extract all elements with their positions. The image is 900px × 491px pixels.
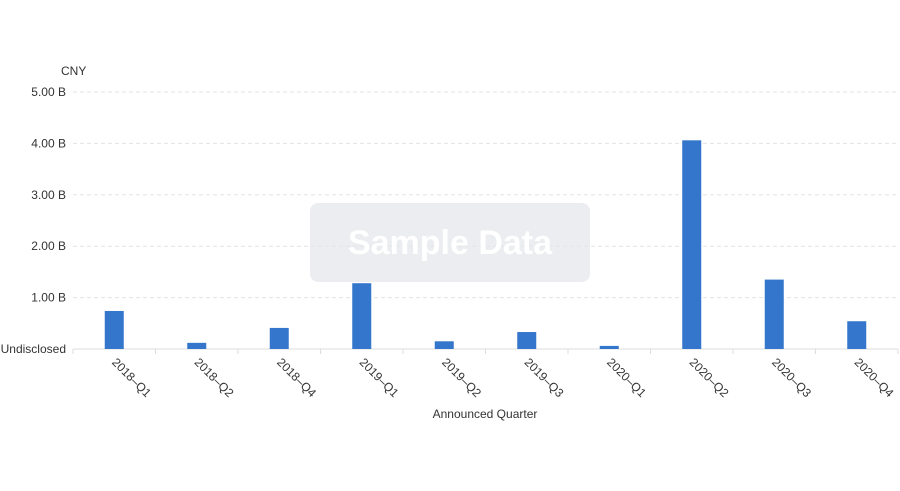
x-axis-ticks: 2018–Q1 2018–Q2 2018–Q4 2019–Q1 2019–Q2 2019–…	[73, 349, 898, 400]
x-tick-label: 2018–Q1	[109, 355, 154, 400]
y-axis-label: CNY	[61, 64, 86, 78]
y-tick-label: 5.00 B	[31, 85, 66, 99]
bar-2018–Q2[interactable]	[187, 343, 206, 349]
bar-2019–Q3[interactable]	[517, 332, 536, 349]
y-tick-label: 2.00 B	[31, 239, 66, 253]
bar-2018–Q1[interactable]	[105, 311, 124, 349]
bar-2020–Q1[interactable]	[600, 346, 619, 349]
bar-2020–Q2[interactable]	[682, 140, 701, 349]
y-tick-label: 1.00 B	[31, 291, 66, 305]
watermark: Sample Data	[310, 203, 590, 282]
x-tick-label: 2018–Q2	[192, 355, 237, 400]
y-tick-label: 3.00 B	[31, 188, 66, 202]
x-tick-label: 2020–Q4	[852, 355, 897, 400]
bar-2018–Q4[interactable]	[270, 328, 289, 349]
x-tick-label: 2019–Q1	[357, 355, 402, 400]
bar-2020–Q3[interactable]	[765, 280, 784, 349]
x-tick-label: 2019–Q3	[522, 355, 567, 400]
x-tick-label: 2018–Q4	[274, 355, 319, 400]
bar-2019–Q1[interactable]	[352, 283, 371, 349]
watermark-text: Sample Data	[348, 224, 553, 262]
bar-2020–Q4[interactable]	[847, 321, 866, 349]
x-tick-label: 2020–Q2	[687, 355, 732, 400]
y-tick-label: 4.00 B	[31, 136, 66, 150]
y-axis-ticks: Undisclosed 1.00 B 2.00 B 3.00 B 4.00 B 5.00 …	[1, 85, 66, 356]
y-tick-label: Undisclosed	[1, 342, 66, 356]
x-tick-label: 2020–Q3	[769, 355, 814, 400]
x-tick-label: 2020–Q1	[604, 355, 649, 400]
x-axis-label: Announced Quarter	[433, 407, 538, 421]
x-tick-label: 2019–Q2	[439, 355, 484, 400]
bar-2019–Q2[interactable]	[435, 341, 454, 349]
